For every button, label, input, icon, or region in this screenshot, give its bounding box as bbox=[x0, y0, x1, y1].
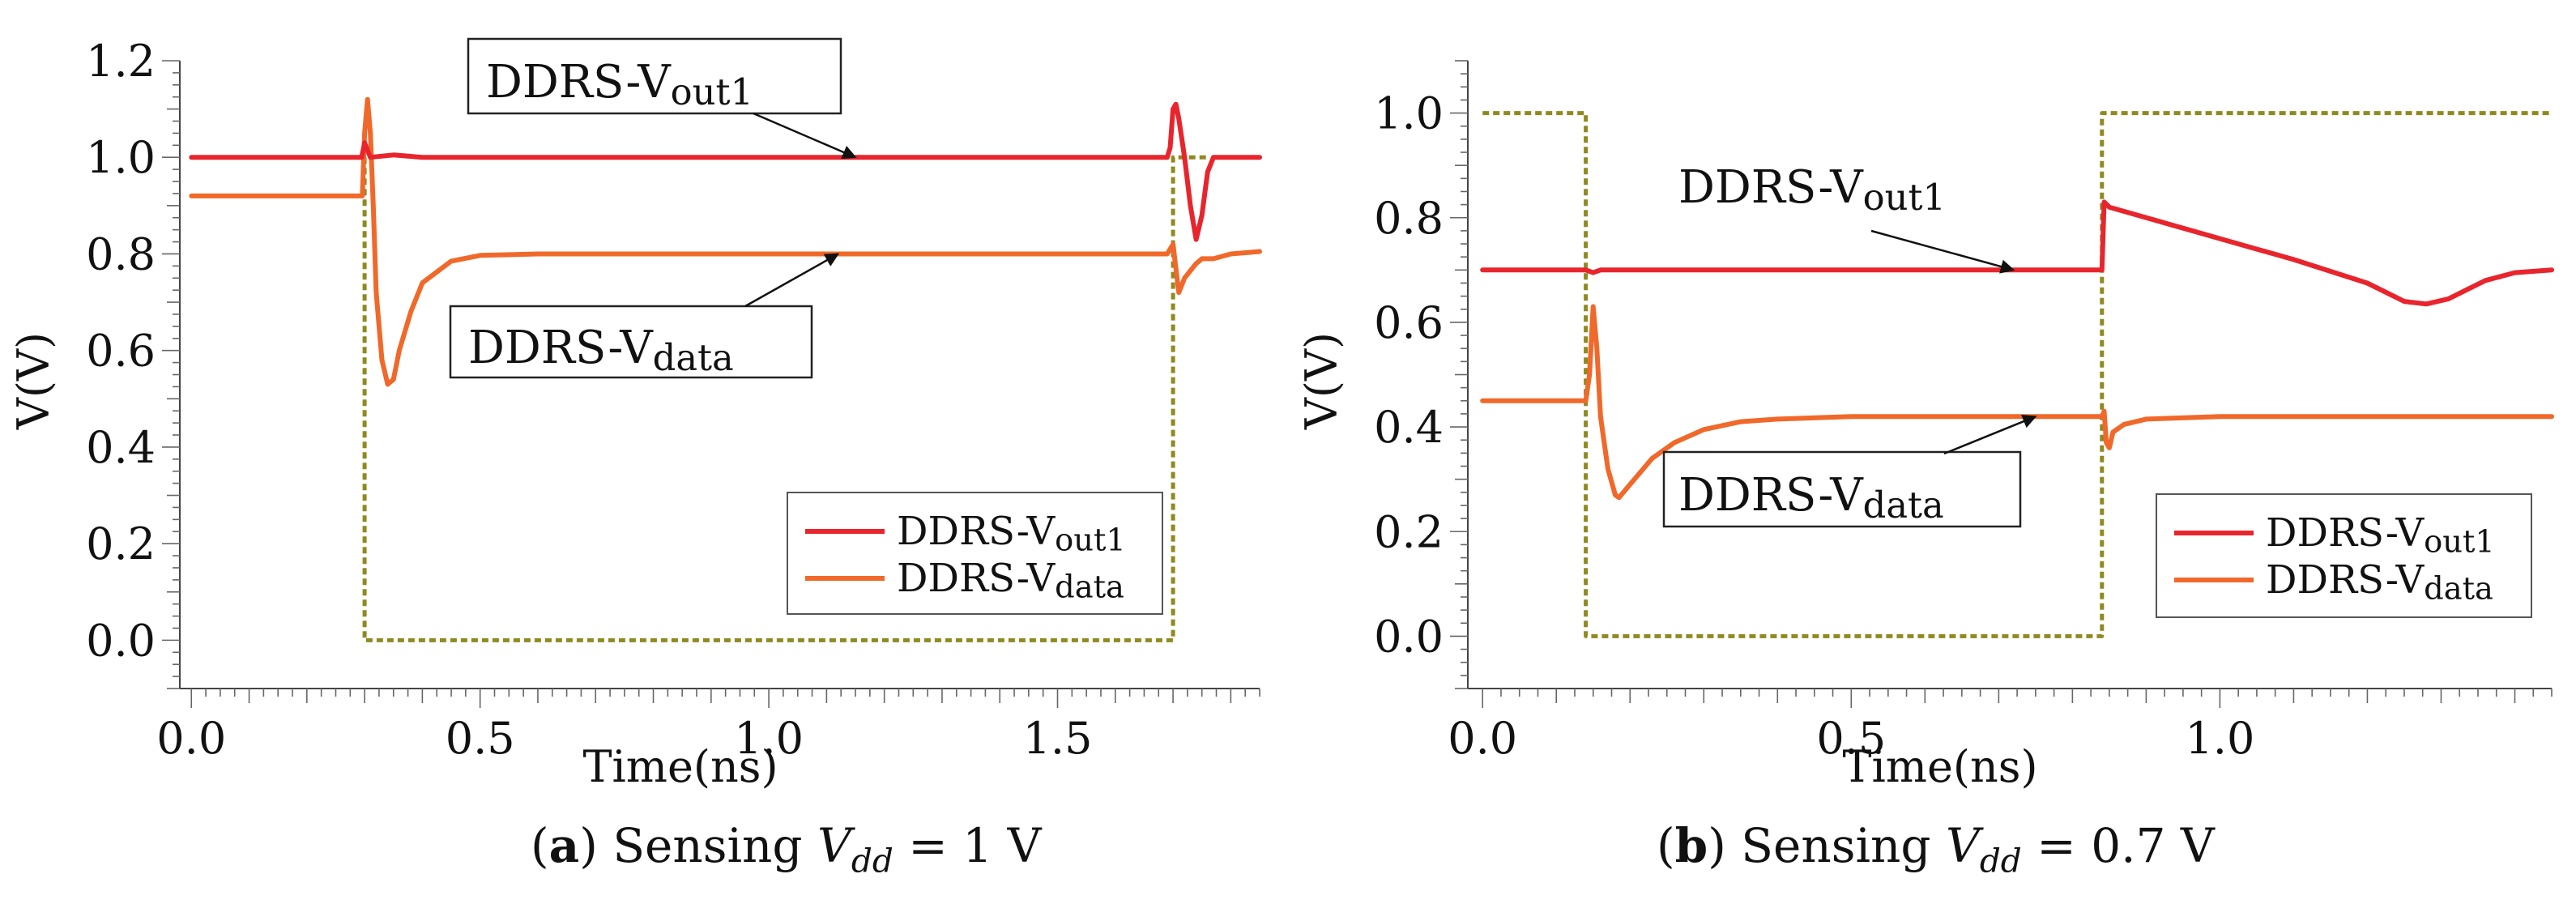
series-line-ddrs-vdata bbox=[1480, 304, 2554, 501]
x-tick-label: 1.0 bbox=[2185, 713, 2254, 764]
y-tick-label: 0.4 bbox=[1374, 402, 1444, 453]
y-tick-label: 1.0 bbox=[1374, 88, 1444, 139]
annotation-arrow bbox=[1943, 414, 2037, 455]
legend-entry: DDRS-Vdata bbox=[2266, 557, 2493, 608]
legend-box bbox=[2156, 493, 2532, 618]
y-tick-label: 0.2 bbox=[86, 518, 156, 569]
series-line-input bbox=[1482, 111, 2552, 638]
y-tick-label: 0.6 bbox=[1374, 297, 1444, 348]
annotation-data: DDRS-Vdata bbox=[1662, 414, 2037, 528]
annotation-out1: DDRS-Vout1 bbox=[467, 37, 857, 160]
legend-entry: DDRS-Vout1 bbox=[2266, 510, 2495, 561]
y-tick-label: 0.0 bbox=[86, 615, 156, 666]
y-axis-label: V(V) bbox=[1296, 332, 1347, 430]
annotation-out1: DDRS-Vout1 bbox=[1678, 161, 2015, 274]
caption-variable: Vdd bbox=[1945, 818, 2022, 880]
label-subscript: out1 bbox=[2424, 524, 2495, 561]
series-line-ddrs-vdata bbox=[189, 96, 1262, 387]
annotation-label: DDRS-Vdata bbox=[468, 322, 734, 379]
caption-variable: Vdd bbox=[817, 818, 893, 880]
y-tick-label: 0.0 bbox=[1374, 611, 1444, 662]
x-tick-label: 1.5 bbox=[1023, 713, 1093, 764]
label-main: DDRS-V bbox=[2266, 557, 2425, 603]
y-tick-label: 0.2 bbox=[1374, 506, 1444, 557]
annotation-box bbox=[467, 37, 842, 115]
label-main: DDRS-V bbox=[468, 322, 654, 374]
annotation-data: DDRS-Vdata bbox=[449, 253, 840, 379]
caption-prefix: Sensing bbox=[612, 818, 803, 873]
annotation-label: DDRS-Vout1 bbox=[1678, 161, 1946, 219]
x-axis-label: Time(ns) bbox=[582, 741, 778, 792]
annotation-box bbox=[449, 305, 813, 379]
series-line-ddrs-vout1 bbox=[189, 101, 1262, 242]
y-tick-label: 1.0 bbox=[86, 132, 156, 183]
caption-suffix: = 1 V bbox=[908, 818, 1042, 873]
label-main: DDRS-V bbox=[1678, 161, 1864, 214]
x-tick-label: 0.0 bbox=[156, 713, 226, 764]
label-subscript: data bbox=[1055, 569, 1124, 606]
caption-letter: b bbox=[1674, 818, 1708, 873]
caption-letter: a bbox=[548, 818, 580, 873]
x-tick-label: 0.5 bbox=[1816, 713, 1886, 764]
annotation-box bbox=[1662, 450, 2022, 528]
chart-panel-b: 0.0 0.2 0.4 0.6 0.8 1.0 0.0 0.5 1.0 Time(ns) V(V) D… bbox=[1296, 60, 2554, 792]
label-subscript: out1 bbox=[1863, 176, 1946, 219]
annotation-label: DDRS-Vout1 bbox=[486, 56, 753, 113]
label-subscript: data bbox=[2424, 571, 2493, 608]
label-main: DDRS-V bbox=[1678, 469, 1864, 522]
x-tick-label: 1.0 bbox=[734, 713, 804, 764]
y-tick-label: 0.8 bbox=[1374, 193, 1444, 244]
y-tick-label: 0.4 bbox=[86, 422, 156, 473]
caption-prefix: Sensing bbox=[1741, 818, 1931, 873]
y-tick-label: 1.2 bbox=[86, 36, 156, 87]
label-subscript: data bbox=[1863, 484, 1944, 527]
label-subscript: out1 bbox=[1055, 522, 1126, 559]
y-tick-label: 0.6 bbox=[86, 326, 156, 377]
series-line-ddrs-vout1 bbox=[1480, 199, 2554, 307]
legend-entry: DDRS-Vout1 bbox=[897, 509, 1126, 559]
label-main: DDRS-V bbox=[486, 56, 672, 109]
x-tick-label: 0.5 bbox=[446, 713, 515, 764]
label-main: DDRS-V bbox=[897, 556, 1056, 601]
x-axis-label: Time(ns) bbox=[1842, 741, 2037, 792]
legend-box bbox=[787, 492, 1163, 615]
chart-panel-a: 0.0 0.2 0.4 0.6 0.8 1.0 1.2 0.0 0.5 1.0 1.5 Time(ns… bbox=[8, 36, 1262, 792]
annotation-arrow bbox=[744, 253, 840, 308]
caption-suffix: = 0.7 V bbox=[2036, 818, 2215, 873]
caption-panel-a: (a) Sensing Vdd = 1 V bbox=[531, 818, 1042, 880]
annotation-arrow bbox=[1870, 229, 2015, 274]
y-axis-label: V(V) bbox=[8, 332, 59, 430]
label-subscript: data bbox=[653, 336, 734, 379]
label-subscript: out1 bbox=[671, 70, 753, 113]
x-tick-label: 0.0 bbox=[1448, 713, 1517, 764]
legend-entry: DDRS-Vdata bbox=[897, 556, 1124, 606]
y-tick-label: 0.8 bbox=[86, 228, 156, 279]
label-main: DDRS-V bbox=[897, 509, 1056, 554]
annotation-label: DDRS-Vdata bbox=[1678, 469, 1944, 527]
label-main: DDRS-V bbox=[2266, 510, 2425, 556]
annotation-arrow bbox=[753, 112, 857, 160]
caption-panel-b: (b) Sensing Vdd = 0.7 V bbox=[1657, 818, 2215, 880]
